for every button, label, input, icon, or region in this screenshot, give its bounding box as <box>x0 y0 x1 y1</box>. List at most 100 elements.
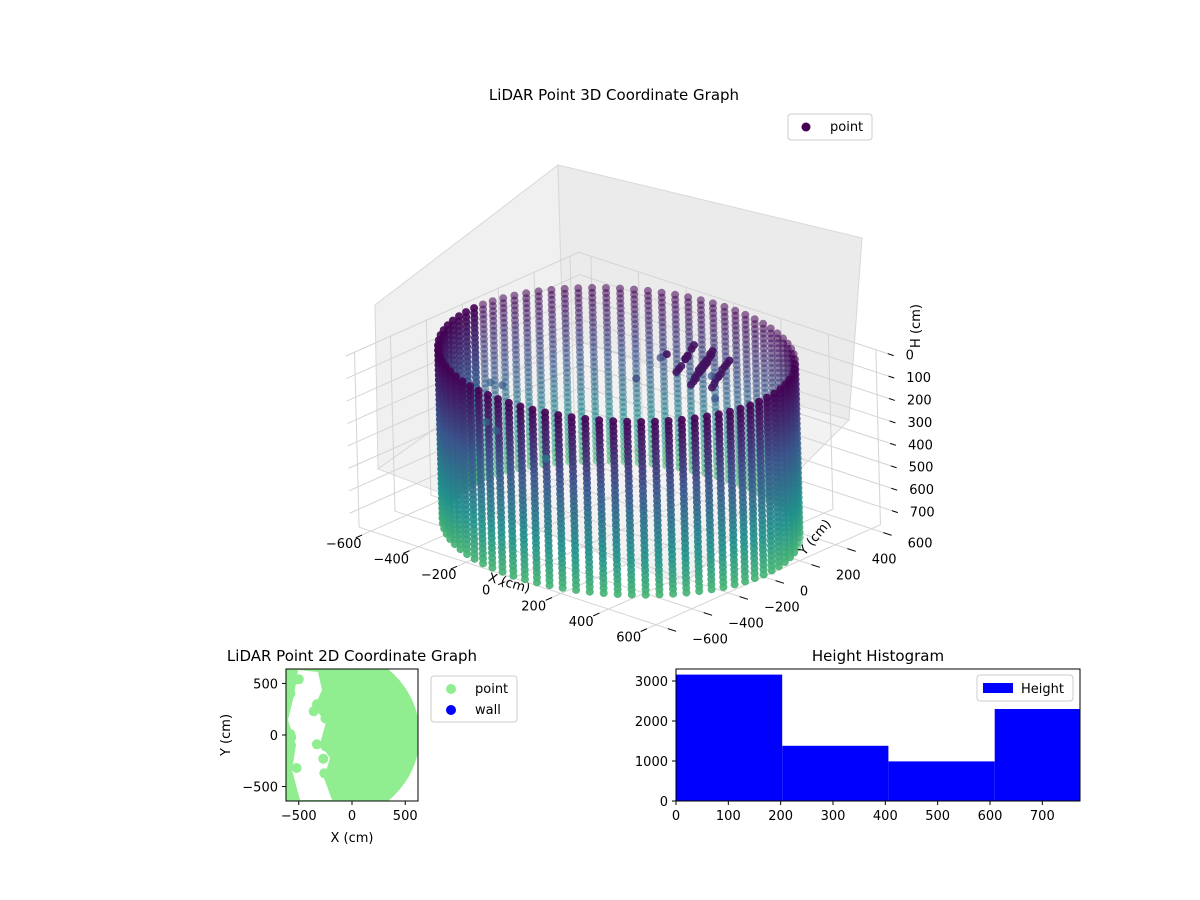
y-tick-label-histogram: 0 <box>660 795 668 810</box>
x-tick-label-histogram: 100 <box>716 809 741 824</box>
point-marker-2d <box>291 763 302 773</box>
point-marker-2d <box>320 741 331 752</box>
wall-point-3d <box>780 558 789 566</box>
gridline-back-x <box>827 334 834 510</box>
y-tick-label-2d: −500 <box>242 781 278 796</box>
wall-point-3d <box>585 587 594 596</box>
wall-point-3d <box>599 589 608 597</box>
wall-point-3d <box>669 589 678 598</box>
z-tick-label-3d: 300 <box>907 416 932 431</box>
legend-2d: point wall <box>430 675 518 723</box>
wall-point-3d <box>655 590 664 599</box>
wall-point-3d <box>470 554 479 563</box>
z-tick-3d <box>888 398 896 401</box>
point-marker-2d <box>320 713 331 724</box>
scatter-point-3d <box>632 374 641 383</box>
chart-2d: LiDAR Point 2D Coordinate Graph −500 0 500… <box>219 647 518 846</box>
x-axis-label-2d: X (cm) <box>331 831 374 846</box>
z-tick-3d <box>887 353 894 357</box>
z-tick-3d <box>889 420 896 424</box>
wall-point-3d <box>488 563 497 572</box>
y-tick-label-3d: 600 <box>908 536 933 551</box>
clutter-point-3d <box>691 374 700 383</box>
point-marker-2d <box>286 732 297 743</box>
wall-point-3d <box>774 562 783 571</box>
x-tick-label-3d: −200 <box>421 568 457 583</box>
clutter-point-3d <box>677 362 686 371</box>
y-tick-label-histogram: 2000 <box>635 715 668 730</box>
y-tick-label-2d: 0 <box>270 729 278 744</box>
ticks-3d: −600−600−400−400−200−2000 020020040040060… <box>326 349 935 648</box>
x-tick-label-histogram: 0 <box>672 809 680 824</box>
wall-point-3d <box>719 583 728 591</box>
gridline-left-y <box>389 336 396 512</box>
x-tick-3d <box>402 550 410 554</box>
x-tick-label-histogram: 700 <box>1030 809 1055 824</box>
legend-wall-marker <box>446 705 456 715</box>
scatter-point-3d <box>486 378 495 387</box>
x-tick-label-histogram: 300 <box>821 809 846 824</box>
scatter-point-3d <box>481 418 490 427</box>
legend-histogram-swatch <box>983 683 1013 693</box>
x-tick-3d <box>450 565 458 570</box>
wall-point-3d <box>695 587 704 596</box>
legend-3d-label: point <box>830 120 863 135</box>
z-tick-label-3d: 500 <box>909 461 934 476</box>
wall-point-3d <box>730 580 739 589</box>
x-tick-label-3d: 200 <box>521 599 546 614</box>
legend-histogram-label: Height <box>1021 682 1064 697</box>
point-marker-2d <box>319 768 330 779</box>
y-tick-3d <box>703 612 713 616</box>
point-marker-2d <box>287 676 298 687</box>
y-tick-3d <box>883 532 892 536</box>
scatter-point-3d <box>498 381 507 390</box>
scatter-point-3d <box>492 426 501 435</box>
scatter-point-3d <box>541 454 550 463</box>
y-tick-3d <box>811 564 820 568</box>
z-tick-label-3d: 700 <box>910 506 935 521</box>
chart-3d-title: LiDAR Point 3D Coordinate Graph <box>489 86 739 104</box>
plot-area-2d <box>286 669 418 801</box>
x-tick-label-3d: 600 <box>616 630 641 645</box>
z-tick-label-3d: 200 <box>907 393 932 408</box>
histogram-bar <box>994 709 1080 801</box>
z-tick-3d <box>891 487 898 491</box>
scatter-point-3d <box>656 353 665 362</box>
wall-point-3d <box>741 577 750 586</box>
wall-point-3d <box>509 571 518 580</box>
legend-3d: point <box>787 113 873 141</box>
z-tick-label-3d: 400 <box>908 438 933 453</box>
x-tick-3d <box>592 612 600 617</box>
x-tick-label-2d: 0 <box>348 809 356 824</box>
clutter-point-3d <box>662 350 671 359</box>
z-tick-3d <box>889 442 897 446</box>
wall-point-3d <box>750 574 759 583</box>
x-tick-label-2d: 500 <box>393 809 418 824</box>
z-tick-label-3d: 100 <box>906 371 931 386</box>
legend-3d-marker <box>801 122 811 132</box>
clutter-point-3d <box>707 351 716 360</box>
z-tick-label-3d: 0 <box>906 349 914 364</box>
points-3d <box>434 283 804 599</box>
chart-2d-title: LiDAR Point 2D Coordinate Graph <box>227 647 477 665</box>
histogram-title: Height Histogram <box>812 647 944 665</box>
y-tick-label-2d: 500 <box>253 677 278 692</box>
y-tick-3d <box>775 580 785 584</box>
y-axis-label-2d: Y (cm) <box>219 714 234 757</box>
wall-point-3d <box>613 590 622 598</box>
gridline-back-x <box>637 271 644 447</box>
x-tick-label-3d: −600 <box>326 537 362 552</box>
y-tick-label-histogram: 3000 <box>635 675 668 690</box>
gridline-left-y <box>569 256 576 432</box>
clutter-point-3d <box>690 341 698 350</box>
legend-histogram-box <box>976 674 1074 702</box>
x-tick-label-histogram: 500 <box>925 809 950 824</box>
clutter-point-3d <box>710 379 719 388</box>
wall-point-3d <box>479 559 488 568</box>
x-tick-label-3d: 0 <box>482 584 490 599</box>
wall-point-3d <box>533 578 541 587</box>
y-tick-label-histogram: 1000 <box>635 755 668 770</box>
scatter-point-3d <box>707 372 716 381</box>
clutter-point-3d <box>725 356 734 365</box>
